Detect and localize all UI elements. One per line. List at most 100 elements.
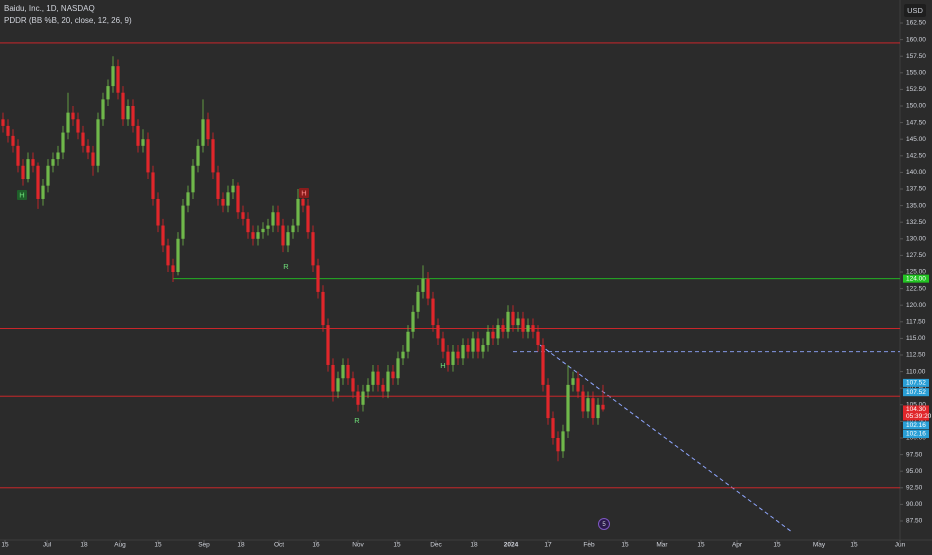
y-tick-label: 110.00 xyxy=(906,368,926,375)
y-tick-label: 147.50 xyxy=(906,119,926,126)
currency-badge[interactable] xyxy=(904,4,926,17)
candle-body xyxy=(341,364,345,379)
candle-body xyxy=(371,371,375,385)
candle-body xyxy=(376,371,380,385)
x-tick-label: Dec xyxy=(430,542,442,549)
candle-body xyxy=(301,198,305,206)
y-tick-label: 127.50 xyxy=(906,252,926,259)
candle-body xyxy=(381,384,385,392)
candle-body xyxy=(101,99,105,120)
y-tick-label: 92.50 xyxy=(906,485,923,492)
event-icon[interactable] xyxy=(598,518,610,530)
candle-body xyxy=(51,159,55,166)
x-tick-label: Jul xyxy=(43,542,52,549)
x-tick-label: 18 xyxy=(237,542,245,549)
y-tick-label: 132.50 xyxy=(906,219,926,226)
candle-body xyxy=(71,112,75,120)
candle-body xyxy=(321,291,325,326)
candle-body xyxy=(331,364,335,392)
candle-body xyxy=(61,132,65,153)
candle-body xyxy=(261,228,265,233)
candle-body xyxy=(386,371,390,392)
candle-body xyxy=(556,438,560,452)
candle-body xyxy=(141,139,145,146)
candle-body xyxy=(271,212,275,226)
x-tick-label: 15 xyxy=(154,542,162,549)
candle-body xyxy=(456,351,460,359)
candle-body xyxy=(336,378,340,392)
candle-body xyxy=(276,212,280,226)
candle-body xyxy=(576,378,580,392)
candle-body xyxy=(6,125,10,136)
candle-body xyxy=(1,119,5,126)
x-tick-label: 15 xyxy=(773,542,781,549)
price-label: 107.52 xyxy=(906,389,926,396)
candle-body xyxy=(311,232,315,266)
y-tick-label: 120.00 xyxy=(906,302,926,309)
candle-body xyxy=(476,338,480,352)
candle-body xyxy=(206,119,210,140)
candle-body xyxy=(161,225,165,246)
marker-bg xyxy=(299,188,309,198)
candle-body xyxy=(221,198,225,206)
candle-body xyxy=(561,431,565,452)
candle-body xyxy=(146,139,150,173)
candle-body xyxy=(491,331,495,339)
y-tick-label: 112.50 xyxy=(906,352,926,359)
marker: H xyxy=(301,188,306,197)
candle-body xyxy=(231,185,235,193)
candle-body xyxy=(316,265,320,292)
candle-body xyxy=(521,318,525,332)
y-tick-label: 135.00 xyxy=(906,202,926,209)
y-tick-label: 150.00 xyxy=(906,103,926,110)
x-tick-label: May xyxy=(813,542,826,549)
candle-body xyxy=(116,66,120,93)
candle-body xyxy=(571,378,575,385)
price-label: 104.30 xyxy=(906,406,926,413)
candle-body xyxy=(91,152,95,166)
candle-body xyxy=(191,165,195,193)
candle-body xyxy=(351,378,355,392)
candle-body xyxy=(196,145,200,166)
candle-body xyxy=(151,172,155,199)
candle-body xyxy=(536,331,540,346)
x-tick-label: Apr xyxy=(732,542,743,549)
x-tick-label: Mar xyxy=(656,542,668,549)
y-tick-label: 160.00 xyxy=(906,36,926,43)
candle-body xyxy=(131,106,135,126)
candle-body xyxy=(516,318,520,326)
x-tick-label: 16 xyxy=(312,542,320,549)
x-tick-label: 15 xyxy=(621,542,629,549)
y-tick-label: 90.00 xyxy=(906,501,923,508)
candle-body xyxy=(391,371,395,379)
y-tick-label: 142.50 xyxy=(906,153,926,160)
candle-body xyxy=(86,145,90,153)
candle-body xyxy=(496,325,500,339)
candle-body xyxy=(551,418,555,438)
candle-body xyxy=(361,391,365,405)
candle-body xyxy=(176,238,180,272)
y-tick-label: 105.00 xyxy=(906,402,926,409)
candle-body xyxy=(66,112,70,133)
y-tick-label: 145.00 xyxy=(906,136,926,143)
candle-body xyxy=(121,92,125,120)
x-tick-label: 2024 xyxy=(504,542,519,549)
candle-body xyxy=(291,225,295,233)
candle-body xyxy=(136,125,140,146)
candle-body xyxy=(591,398,595,419)
candle-body xyxy=(506,311,510,332)
x-tick-label: 15 xyxy=(850,542,858,549)
candle-body xyxy=(21,165,25,180)
candle-body xyxy=(181,205,185,239)
y-tick-label: 152.50 xyxy=(906,86,926,93)
candle-body xyxy=(446,351,450,365)
candle-body xyxy=(256,232,260,239)
candle-body xyxy=(266,225,270,229)
candle-body xyxy=(11,135,15,146)
candle-body xyxy=(211,139,215,173)
price-label-bg xyxy=(903,388,929,397)
event-label: 5 xyxy=(602,522,606,528)
price-label-bg xyxy=(903,430,929,439)
trend-line xyxy=(539,344,793,533)
